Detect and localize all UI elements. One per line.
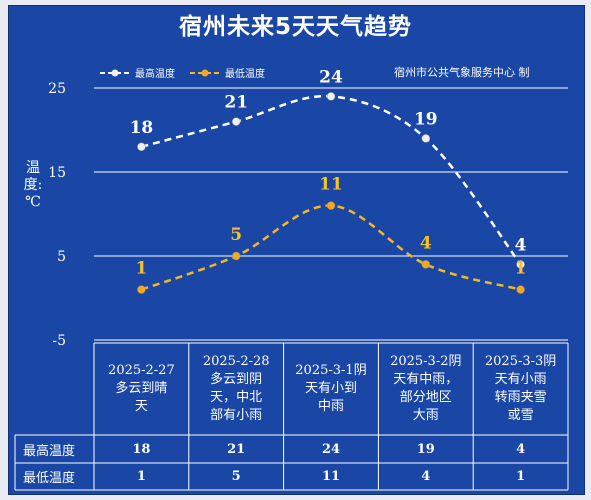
forecast-header-cell: 2025-3-2阴 天有中雨， 部分地区 大雨 bbox=[390, 354, 462, 423]
series-high-point bbox=[137, 142, 146, 152]
forecast-header-cell: 2025-3-1阴 天有小到 中雨 bbox=[295, 363, 367, 414]
forecast-header-cell: 2025-3-3阴 天有小雨 转雨夹雪 或雪 bbox=[484, 354, 557, 423]
legend-low-marker bbox=[201, 69, 209, 77]
series-low-point bbox=[326, 201, 336, 210]
y-tick-label: 15 bbox=[48, 165, 66, 181]
series-high-point bbox=[326, 92, 336, 101]
row-label-low: 最低温度 bbox=[23, 471, 76, 486]
series-high-data-label: 19 bbox=[414, 109, 438, 129]
legend-high-label: 最高温度 bbox=[135, 67, 175, 80]
high-temp-cell: 21 bbox=[227, 441, 246, 457]
source-note: 宿州市公共气象服务中心 制 bbox=[394, 66, 530, 79]
row-label-high: 最高温度 bbox=[23, 443, 76, 459]
series-low-point bbox=[421, 260, 431, 269]
low-temp-cell: 4 bbox=[421, 469, 431, 484]
series-low-point bbox=[231, 251, 241, 261]
series-low-data-label: 1 bbox=[135, 259, 147, 279]
series-high-point bbox=[421, 134, 431, 143]
high-temp-cell: 4 bbox=[516, 441, 526, 457]
series-low-data-label: 4 bbox=[420, 233, 432, 253]
series-high-line bbox=[141, 94, 522, 266]
legend-low-label: 最低温度 bbox=[225, 67, 265, 80]
low-temp-cell: 1 bbox=[516, 469, 526, 484]
forecast-header-cell: 2025-2-28 多云到阴 天，中北 部有小雨 bbox=[202, 354, 270, 423]
series-high-point bbox=[516, 260, 525, 269]
series-low-point bbox=[516, 285, 525, 294]
series-low-data-label: 11 bbox=[319, 175, 343, 195]
series-high-data-label: 18 bbox=[130, 118, 154, 138]
y-tick-label: 5 bbox=[57, 249, 66, 265]
high-temp-cell: 24 bbox=[321, 441, 341, 457]
high-temp-cell: 18 bbox=[132, 441, 151, 457]
series-low-data-label: 5 bbox=[230, 225, 242, 245]
y-tick-label: -5 bbox=[52, 333, 66, 349]
low-temp-cell: 11 bbox=[321, 469, 341, 484]
chart-title: 宿州未来5天天气趋势 bbox=[178, 14, 412, 40]
y-tick-label: 25 bbox=[48, 81, 66, 97]
forecast-header-cell: 2025-2-27 多云到晴 天 bbox=[108, 363, 175, 414]
series-low-line bbox=[140, 204, 521, 291]
series-low-point bbox=[137, 285, 146, 294]
series-high-data-label: 21 bbox=[224, 93, 248, 113]
series-high-data-label: 4 bbox=[515, 235, 527, 255]
low-temp-cell: 1 bbox=[136, 469, 146, 484]
legend-high-marker bbox=[111, 69, 119, 77]
y-axis-label: 温度: ℃ bbox=[23, 160, 43, 210]
series-high-data-label: 24 bbox=[319, 67, 343, 87]
series-low-data-label: 1 bbox=[515, 259, 527, 279]
chart-panel bbox=[8, 5, 585, 495]
low-temp-cell: 5 bbox=[231, 469, 241, 484]
high-temp-cell: 19 bbox=[416, 441, 435, 457]
series-high-point bbox=[231, 117, 241, 126]
